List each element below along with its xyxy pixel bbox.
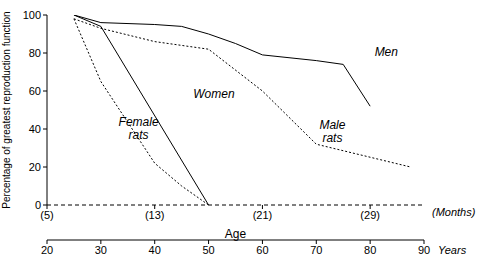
svg-text:0: 0 (35, 199, 41, 211)
svg-text:Men: Men (375, 45, 399, 59)
svg-text:40: 40 (29, 123, 41, 135)
svg-text:80: 80 (364, 244, 376, 256)
svg-text:90: 90 (418, 244, 430, 256)
svg-text:Years: Years (438, 244, 467, 256)
svg-text:60: 60 (29, 85, 41, 97)
svg-text:80: 80 (29, 47, 41, 59)
svg-text:Malerats: Malerats (319, 118, 345, 145)
svg-text:30: 30 (95, 244, 107, 256)
svg-text:40: 40 (149, 244, 161, 256)
svg-text:20: 20 (29, 161, 41, 173)
svg-text:70: 70 (310, 244, 322, 256)
svg-text:(13): (13) (145, 209, 165, 221)
svg-text:50: 50 (202, 244, 214, 256)
svg-text:60: 60 (256, 244, 268, 256)
svg-text:(Months): (Months) (432, 206, 476, 218)
svg-text:100: 100 (23, 9, 41, 21)
svg-text:20: 20 (41, 244, 53, 256)
svg-text:(5): (5) (40, 209, 53, 221)
svg-text:Percentage of greatest reprodu: Percentage of greatest reproduction func… (8, 11, 12, 208)
svg-text:Women: Women (193, 87, 235, 101)
svg-text:Age: Age (225, 227, 247, 241)
svg-text:Femalerats: Femalerats (119, 115, 159, 142)
svg-text:(29): (29) (360, 209, 380, 221)
svg-text:(21): (21) (253, 209, 273, 221)
